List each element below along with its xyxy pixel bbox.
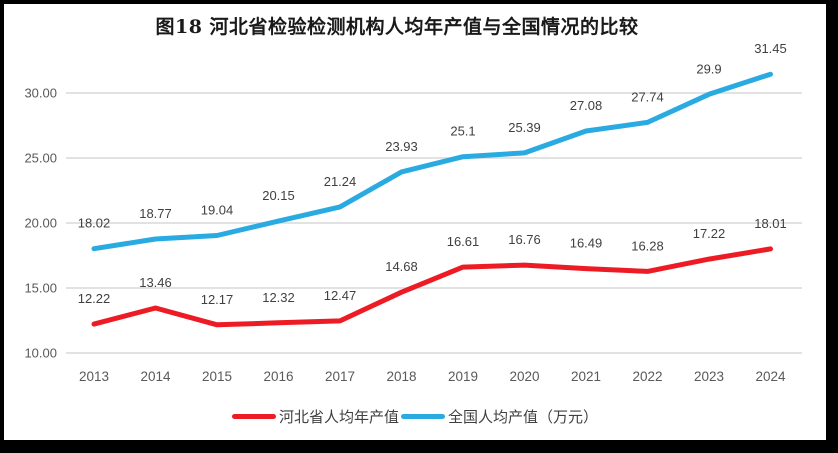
x-axis-tick-label: 2021 bbox=[571, 369, 601, 384]
data-label-series-0: 17.22 bbox=[693, 226, 726, 241]
x-axis-tick-label: 2022 bbox=[632, 369, 662, 384]
data-label-series-1: 18.77 bbox=[139, 206, 172, 221]
x-axis-tick-label: 2018 bbox=[386, 369, 416, 384]
data-label-series-0: 16.61 bbox=[447, 234, 480, 249]
data-label-series-0: 13.46 bbox=[139, 275, 172, 290]
data-label-series-1: 29.9 bbox=[696, 61, 721, 76]
x-axis-tick-label: 2014 bbox=[140, 369, 171, 384]
data-label-series-0: 18.01 bbox=[754, 216, 787, 231]
data-label-series-1: 25.1 bbox=[450, 124, 475, 139]
data-label-series-1: 31.45 bbox=[754, 41, 787, 56]
hebei-series-swatch-icon bbox=[231, 414, 276, 419]
data-label-series-0: 16.28 bbox=[631, 238, 664, 253]
y-axis-tick-label: 20.00 bbox=[24, 216, 57, 231]
legend-label-national: 全国人均产值（万元） bbox=[448, 409, 599, 426]
y-axis-tick-label: 30.00 bbox=[24, 86, 57, 101]
x-axis-tick-label: 2017 bbox=[325, 369, 355, 384]
data-label-series-0: 12.22 bbox=[78, 291, 111, 306]
legend-label-hebei: 河北省人均年产值 bbox=[278, 409, 399, 426]
data-label-series-0: 12.47 bbox=[324, 288, 357, 303]
x-axis-tick-label: 2015 bbox=[202, 369, 232, 384]
x-axis-tick-label: 2016 bbox=[263, 369, 293, 384]
x-axis-tick-label: 2023 bbox=[694, 369, 724, 384]
data-label-series-1: 18.02 bbox=[78, 216, 111, 231]
national-series-swatch-icon bbox=[401, 414, 445, 419]
x-axis-tick-label: 2024 bbox=[755, 369, 786, 384]
data-label-series-0: 16.49 bbox=[570, 236, 603, 251]
series-line-0 bbox=[91, 246, 773, 328]
line-chart-plot: 10.00 15.00 20.00 25.00 30.00 2013 2014 2015 201… bbox=[24, 41, 802, 384]
data-label-series-1: 20.15 bbox=[262, 188, 295, 203]
data-label-series-0: 16.76 bbox=[508, 232, 541, 247]
chart-frame: 图18 河北省检验检测机构人均年产值与全国情况的比较 10.00 15.00 20.… bbox=[4, 4, 826, 440]
x-axis-tick-label: 2020 bbox=[509, 369, 539, 384]
chart-legend: 河北省人均年产值 全国人均产值（万元） bbox=[4, 406, 826, 427]
y-axis-tick-label: 15.00 bbox=[24, 281, 57, 296]
y-axis-tick-label: 25.00 bbox=[24, 151, 57, 166]
x-axis-tick-label: 2013 bbox=[79, 369, 109, 384]
data-label-series-0: 14.68 bbox=[385, 259, 418, 274]
data-label-series-1: 27.08 bbox=[570, 98, 603, 113]
data-label-series-1: 19.04 bbox=[201, 202, 234, 217]
legend-item-national: 全国人均产值（万元） bbox=[401, 406, 598, 427]
series-line-1 bbox=[91, 71, 773, 252]
data-label-series-1: 25.39 bbox=[508, 120, 541, 135]
chart-title: 图18 河北省检验检测机构人均年产值与全国情况的比较 bbox=[155, 16, 639, 38]
data-label-series-1: 21.24 bbox=[324, 174, 357, 189]
legend-item-hebei: 河北省人均年产值 bbox=[231, 406, 399, 427]
data-label-series-1: 23.93 bbox=[385, 139, 418, 154]
data-label-series-1: 27.74 bbox=[631, 89, 664, 104]
data-label-series-0: 12.17 bbox=[201, 292, 234, 307]
x-axis-tick-label: 2019 bbox=[448, 369, 478, 384]
data-label-series-0: 12.32 bbox=[262, 290, 295, 305]
y-axis-tick-label: 10.00 bbox=[24, 346, 57, 361]
